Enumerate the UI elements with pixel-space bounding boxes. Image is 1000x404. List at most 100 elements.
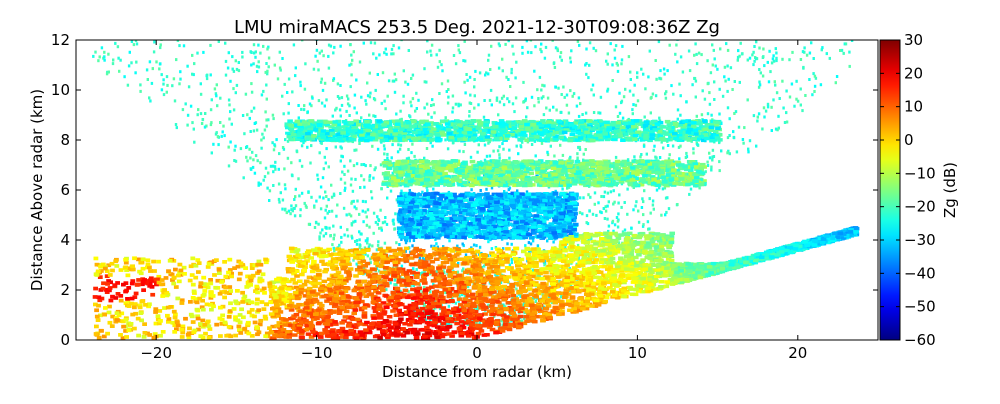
noise-speckle	[635, 200, 638, 204]
noise-speckle	[379, 208, 382, 212]
noise-speckle	[411, 244, 414, 248]
noise-speckle	[323, 81, 327, 85]
noise-speckle	[508, 156, 511, 160]
reflectivity-cell	[643, 128, 650, 132]
noise-speckle	[476, 305, 479, 309]
noise-speckle	[659, 69, 662, 73]
noise-speckle	[676, 117, 679, 121]
noise-speckle	[477, 143, 480, 147]
noise-speckle	[632, 93, 635, 97]
noise-speckle	[622, 95, 626, 99]
reflectivity-cell	[506, 120, 512, 124]
reflectivity-cell	[717, 138, 723, 142]
reflectivity-cell	[341, 125, 347, 129]
reflectivity-cell	[405, 135, 412, 139]
reflectivity-cell	[325, 138, 331, 142]
noise-speckle	[257, 183, 260, 187]
noise-speckle	[318, 235, 321, 239]
reflectivity-cell	[586, 119, 592, 123]
noise-speckle	[302, 108, 306, 112]
noise-speckle	[462, 59, 465, 63]
noise-speckle	[449, 315, 452, 318]
noise-speckle	[757, 85, 761, 89]
noise-speckle	[300, 191, 304, 195]
noise-speckle	[272, 184, 275, 187]
noise-speckle	[606, 204, 609, 208]
noise-speckle	[511, 102, 515, 106]
noise-speckle	[139, 83, 142, 87]
noise-speckle	[265, 97, 268, 101]
reflectivity-cell	[530, 123, 536, 127]
noise-speckle	[737, 49, 740, 53]
noise-speckle	[371, 244, 374, 248]
noise-speckle	[376, 243, 380, 247]
noise-speckle	[277, 167, 280, 171]
noise-speckle	[349, 159, 352, 163]
noise-speckle	[726, 106, 730, 110]
noise-speckle	[397, 139, 400, 143]
noise-speckle	[636, 71, 639, 75]
noise-speckle	[343, 233, 346, 237]
reflectivity-cell	[700, 162, 706, 167]
reflectivity-cell	[425, 122, 431, 127]
noise-speckle	[360, 116, 363, 120]
noise-speckle	[228, 117, 231, 121]
noise-speckle	[192, 127, 195, 131]
noise-speckle	[457, 44, 460, 48]
noise-speckle	[553, 154, 556, 158]
noise-speckle	[263, 175, 267, 179]
noise-speckle	[718, 87, 721, 91]
noise-speckle	[158, 67, 161, 71]
reflectivity-cell	[369, 138, 375, 142]
noise-speckle	[483, 143, 487, 147]
reflectivity-cell	[393, 167, 399, 171]
noise-speckle	[642, 72, 645, 76]
reflectivity-cell	[518, 121, 525, 125]
noise-speckle	[227, 98, 231, 102]
noise-speckle	[275, 138, 278, 142]
noise-speckle	[595, 213, 598, 217]
reflectivity-cell	[549, 126, 555, 130]
noise-speckle	[808, 78, 811, 81]
noise-speckle	[697, 51, 701, 55]
noise-speckle	[254, 50, 257, 54]
noise-speckle	[317, 99, 321, 103]
reflectivity-cell	[690, 121, 697, 125]
noise-speckle	[103, 55, 106, 59]
reflectivity-cell	[669, 174, 675, 178]
reflectivity-cell	[377, 129, 384, 134]
noise-speckle	[352, 50, 355, 54]
reflectivity-cell	[678, 166, 684, 171]
reflectivity-cell	[504, 134, 511, 138]
reflectivity-cell	[657, 120, 664, 125]
reflectivity-cell	[649, 175, 656, 179]
noise-speckle	[502, 303, 505, 307]
noise-speckle	[835, 75, 839, 78]
noise-speckle	[379, 163, 383, 167]
noise-speckle	[134, 71, 137, 75]
reflectivity-cell	[555, 130, 561, 135]
noise-speckle	[394, 78, 398, 82]
reflectivity-cell	[542, 128, 548, 133]
noise-speckle	[299, 80, 302, 84]
noise-speckle	[159, 46, 162, 50]
reflectivity-cell	[672, 132, 678, 136]
noise-speckle	[454, 102, 458, 106]
reflectivity-cell	[470, 119, 477, 123]
noise-speckle	[612, 229, 615, 233]
noise-speckle	[618, 91, 621, 95]
noise-speckle	[257, 43, 260, 47]
noise-speckle	[294, 187, 297, 191]
noise-speckle	[634, 103, 638, 107]
reflectivity-cell	[617, 134, 624, 138]
noise-speckle	[351, 189, 355, 193]
noise-speckle	[205, 124, 208, 128]
noise-speckle	[390, 47, 394, 51]
noise-speckle	[775, 51, 778, 55]
noise-speckle	[199, 92, 203, 96]
noise-speckle	[490, 186, 494, 190]
reflectivity-cell	[321, 138, 327, 142]
reflectivity-cell	[592, 121, 598, 125]
reflectivity-cell	[470, 166, 476, 170]
reflectivity-cell	[462, 174, 468, 178]
